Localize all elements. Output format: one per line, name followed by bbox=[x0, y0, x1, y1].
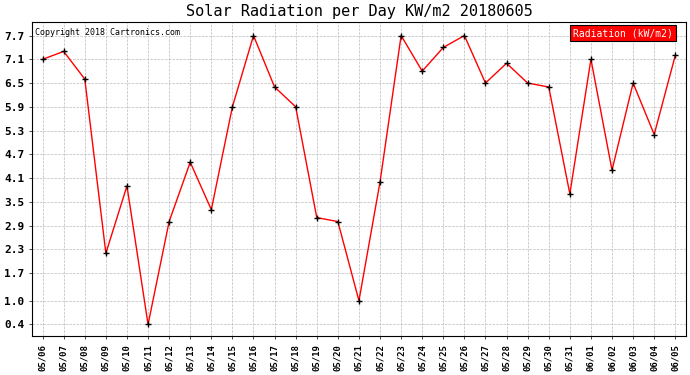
Text: Radiation (kW/m2): Radiation (kW/m2) bbox=[573, 28, 673, 38]
Title: Solar Radiation per Day KW/m2 20180605: Solar Radiation per Day KW/m2 20180605 bbox=[186, 4, 532, 19]
Text: Copyright 2018 Cartronics.com: Copyright 2018 Cartronics.com bbox=[35, 28, 180, 37]
